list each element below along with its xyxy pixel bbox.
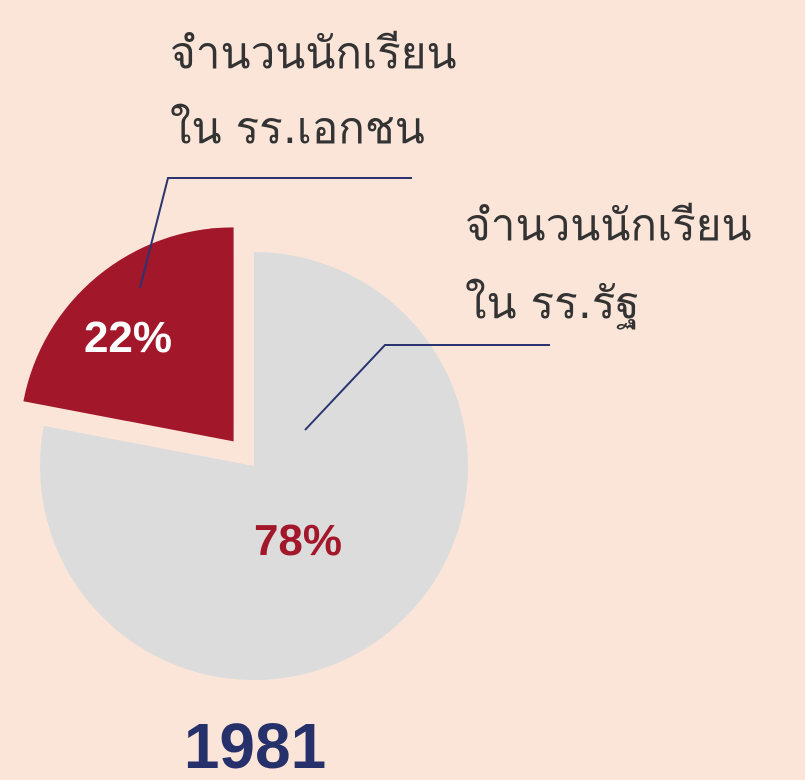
- category-label: จำนวนนักเรียน: [465, 200, 752, 251]
- value-label: 78%: [254, 516, 342, 565]
- value-label: 22%: [84, 313, 172, 362]
- leader-line: [304, 344, 550, 431]
- leader-line: [139, 177, 412, 289]
- pie-slice: [39, 252, 468, 680]
- category-label: ใน รร.เอกชน: [170, 103, 425, 154]
- category-label: ใน รร.รัฐ: [465, 278, 640, 329]
- category-label: จำนวนนักเรียน: [170, 28, 457, 79]
- pie-slice: [23, 227, 234, 442]
- chart-title: 1981: [184, 710, 326, 780]
